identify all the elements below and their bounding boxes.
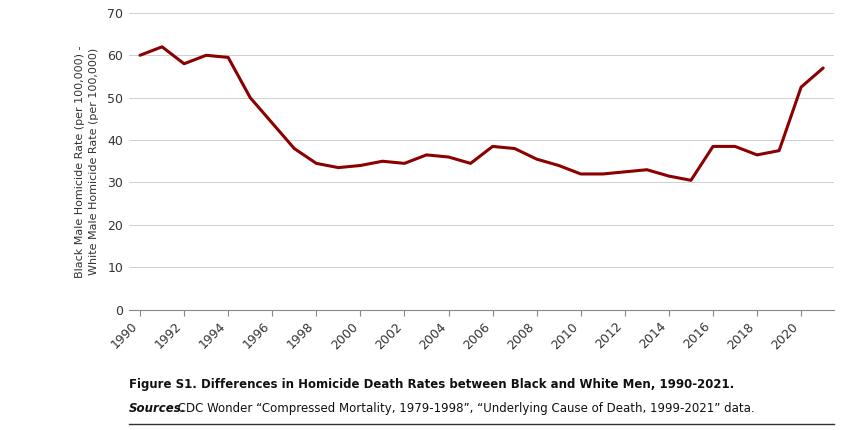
Text: Sources.: Sources. <box>129 402 187 415</box>
Text: CDC Wonder “Compressed Mortality, 1979-1998”, “Underlying Cause of Death, 1999-2: CDC Wonder “Compressed Mortality, 1979-1… <box>174 402 754 415</box>
Text: Figure S1. Differences in Homicide Death Rates between Black and White Men, 1990: Figure S1. Differences in Homicide Death… <box>129 378 734 391</box>
Y-axis label: Black Male Homicide Rate (per 100,000) -
White Male Homicide Rate (per 100,000): Black Male Homicide Rate (per 100,000) -… <box>75 45 99 277</box>
